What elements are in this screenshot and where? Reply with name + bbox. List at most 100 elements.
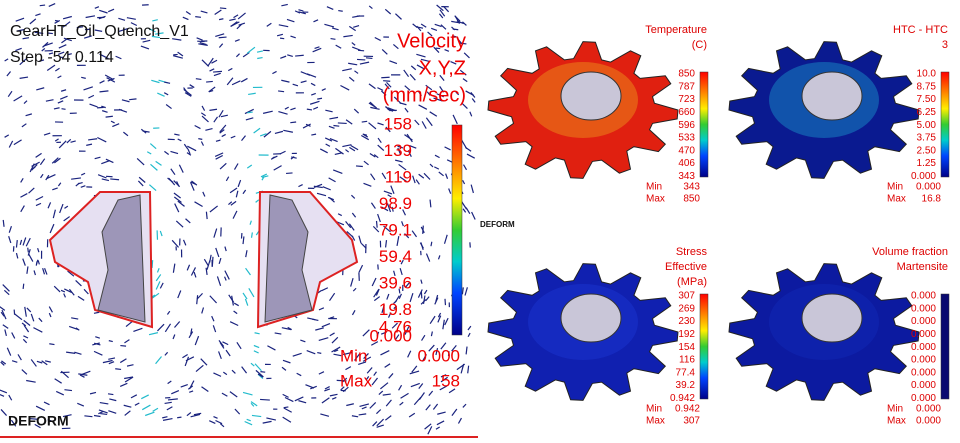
vector — [425, 296, 430, 302]
vector — [463, 164, 468, 171]
vector — [260, 398, 270, 401]
vector — [310, 385, 317, 390]
vector — [94, 29, 103, 32]
vector — [351, 212, 357, 218]
vector — [253, 350, 259, 354]
vector — [80, 172, 86, 176]
vector — [430, 241, 433, 247]
vector — [0, 361, 5, 366]
colorbar — [699, 293, 709, 400]
vector — [61, 108, 66, 110]
vector — [278, 24, 289, 28]
vector — [462, 103, 468, 109]
vector — [97, 136, 107, 143]
vector — [213, 72, 221, 77]
vector — [329, 138, 338, 143]
vector — [164, 351, 169, 356]
vector — [385, 399, 392, 407]
vector — [93, 350, 103, 356]
vector — [151, 292, 160, 299]
vector — [67, 53, 72, 56]
vector — [63, 37, 72, 42]
vector — [312, 106, 319, 110]
vector — [21, 369, 28, 375]
vector — [404, 85, 411, 91]
legend-tick: 0.000 — [911, 329, 936, 340]
vector — [43, 42, 53, 47]
vector — [79, 374, 85, 378]
legend-tick: 230 — [678, 316, 695, 327]
vector — [94, 156, 101, 160]
vector — [440, 374, 447, 378]
vector — [244, 298, 249, 306]
vector — [246, 418, 251, 422]
vector — [164, 150, 170, 155]
vector — [365, 376, 370, 381]
legend-tick: 192 — [678, 329, 695, 340]
vector — [399, 267, 403, 276]
vector — [381, 49, 388, 55]
vector — [434, 166, 440, 170]
vector — [225, 176, 230, 182]
colorbar — [940, 293, 950, 400]
vector — [358, 235, 362, 244]
vector — [36, 360, 43, 364]
vector — [54, 138, 59, 142]
legend-tick: 596 — [678, 120, 695, 131]
vector — [205, 211, 208, 220]
vector — [439, 9, 446, 17]
vector — [21, 322, 27, 327]
min-label: Min — [646, 182, 662, 193]
vector — [437, 255, 441, 260]
vector — [279, 37, 285, 40]
vector — [95, 336, 101, 339]
vector — [349, 146, 356, 152]
vector — [245, 250, 248, 258]
vector — [228, 201, 233, 206]
vector — [20, 178, 24, 183]
vector — [57, 51, 65, 56]
vector — [214, 152, 224, 158]
vector — [218, 351, 222, 360]
vector — [318, 337, 329, 342]
vector — [182, 239, 187, 246]
vector — [229, 391, 238, 398]
vector — [68, 288, 75, 296]
vector — [138, 176, 146, 183]
vector — [98, 15, 106, 20]
min-label: Min — [887, 182, 903, 193]
vector — [186, 264, 191, 271]
vector — [42, 267, 46, 275]
vector — [361, 134, 370, 141]
vector — [397, 145, 404, 149]
vector — [45, 99, 54, 102]
vector — [362, 329, 370, 337]
result-panel: Temperature(C)85078772366059653347040634… — [480, 24, 709, 229]
vector — [345, 149, 350, 153]
vector — [102, 359, 113, 364]
legend-tick: 0.942 — [670, 393, 695, 404]
vector — [229, 18, 236, 22]
vector — [240, 77, 248, 83]
vector — [39, 158, 46, 166]
vector — [443, 234, 448, 244]
vector — [353, 108, 360, 114]
vector — [195, 16, 202, 18]
vector — [393, 305, 398, 310]
vector — [234, 39, 240, 42]
vector — [435, 294, 439, 302]
vector — [246, 164, 253, 169]
vector — [84, 415, 93, 418]
vector — [186, 152, 192, 156]
vector — [22, 338, 28, 344]
vector — [152, 19, 158, 22]
vector — [330, 37, 336, 40]
vector — [108, 357, 116, 360]
vector — [325, 109, 333, 113]
vector — [365, 57, 373, 60]
vector — [429, 199, 432, 208]
vector — [393, 300, 398, 305]
vector — [4, 58, 9, 62]
vector — [276, 33, 284, 37]
vector — [392, 43, 399, 50]
